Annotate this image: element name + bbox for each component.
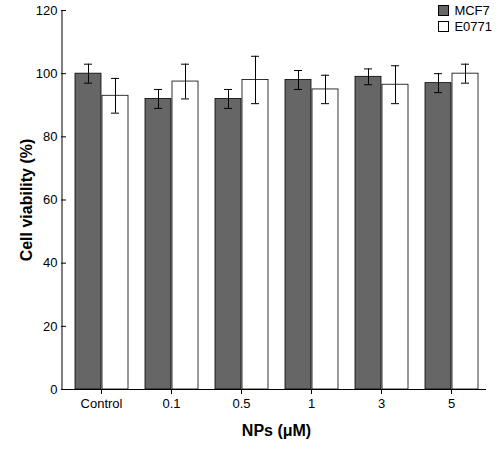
svg-text:5: 5 — [448, 396, 455, 411]
svg-text:Cell viability (%): Cell viability (%) — [18, 139, 35, 262]
svg-text:0: 0 — [50, 382, 57, 397]
svg-text:40: 40 — [43, 255, 57, 270]
html-text:E0771: E0771 — [454, 18, 492, 34]
svg-text:NPs (μM): NPs (μM) — [242, 422, 311, 439]
svg-text:60: 60 — [43, 192, 57, 207]
svg-text:3: 3 — [378, 396, 385, 411]
svg-text:120: 120 — [36, 3, 58, 18]
svg-text:20: 20 — [43, 318, 57, 333]
svg-text:100: 100 — [36, 66, 58, 81]
svg-text:0.5: 0.5 — [232, 396, 250, 411]
svg-text:80: 80 — [43, 129, 57, 144]
svg-text:Control: Control — [81, 396, 123, 411]
svg-text:0.1: 0.1 — [162, 396, 180, 411]
html-text:MCF7: MCF7 — [454, 2, 490, 18]
svg-text:1: 1 — [308, 396, 315, 411]
